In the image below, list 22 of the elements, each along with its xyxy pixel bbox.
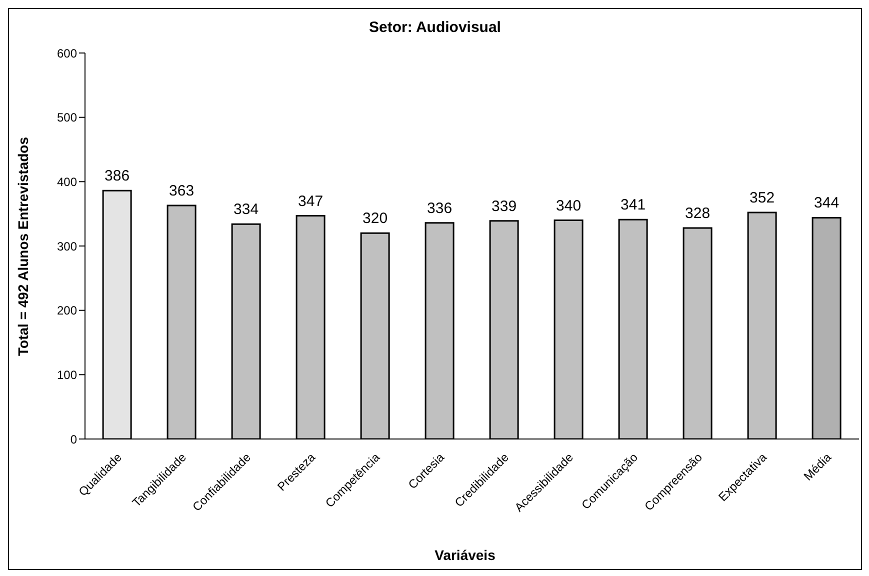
- data-label: 341: [620, 196, 646, 214]
- data-label: 320: [362, 210, 388, 228]
- y-tick-label: 0: [70, 432, 78, 446]
- data-label: 344: [814, 194, 840, 212]
- data-label: 328: [685, 204, 710, 222]
- y-tick-label: 200: [56, 304, 78, 318]
- data-label: 386: [104, 168, 130, 185]
- data-label: 336: [427, 200, 452, 217]
- chart-title: Setor: Audiovisual: [368, 19, 502, 36]
- y-tick-label: 300: [56, 239, 78, 254]
- y-axis-title: Total = 492 Alunos Entrevistados: [14, 136, 31, 356]
- y-tick-label: 600: [56, 46, 78, 60]
- x-axis-title: Variáveis: [434, 547, 496, 563]
- data-label: 339: [492, 198, 517, 215]
- data-label: 363: [169, 182, 194, 200]
- data-label: 347: [298, 192, 324, 210]
- data-label: 334: [234, 201, 259, 218]
- data-label: 340: [556, 197, 582, 214]
- y-tick-label: 400: [56, 174, 78, 189]
- data-label: 352: [750, 190, 775, 207]
- y-tick-label: 100: [56, 368, 78, 382]
- y-tick-label: 500: [56, 110, 78, 125]
